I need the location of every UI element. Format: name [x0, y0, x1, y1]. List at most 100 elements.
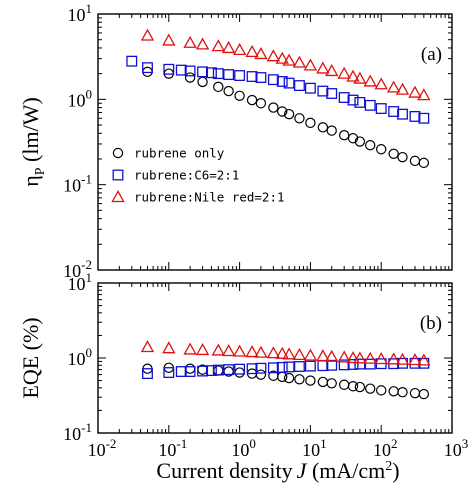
point-b-0-4 — [213, 365, 224, 376]
point-b-2-19 — [363, 351, 377, 364]
point-b-1-4 — [197, 365, 209, 377]
x-axis-title-variable: J — [297, 458, 308, 483]
point-a-0-12 — [294, 113, 305, 124]
legend: rubrene only rubrene:C6=2:1 rubrene:Nile r… — [111, 146, 285, 205]
point-b-2-2 — [183, 342, 197, 355]
point-b-0-19 — [365, 383, 376, 394]
point-a-2-16 — [337, 66, 351, 79]
point-a-2-24 — [417, 88, 431, 101]
legend-marker-1 — [112, 169, 124, 181]
point-a-1-1 — [142, 62, 153, 74]
point-a-2-17 — [346, 69, 360, 82]
series-b-1 — [142, 357, 430, 380]
point-b-1-13 — [283, 361, 295, 373]
point-b-1-19 — [347, 359, 359, 370]
point-a-2-13 — [303, 58, 318, 71]
point-b-1-5 — [205, 365, 217, 377]
point-b-2-9 — [266, 346, 281, 359]
point-a-2-10 — [275, 51, 289, 64]
point-a-2-11 — [282, 53, 296, 66]
point-a-2-0 — [140, 28, 155, 41]
point-b-0-17 — [347, 381, 359, 392]
point-a-1-22 — [364, 99, 376, 111]
point-a-1-24 — [388, 106, 400, 117]
point-b-2-22 — [395, 352, 410, 365]
point-b-2-11 — [282, 347, 296, 360]
point-a-0-15 — [326, 125, 337, 136]
x-tick-label-2-base: 10 — [231, 440, 249, 460]
y-tick-label-b-2: 101 — [68, 270, 93, 294]
point-a-2-15 — [325, 64, 339, 77]
point-a-0-18 — [354, 136, 366, 147]
point-a-0-20 — [376, 144, 387, 155]
point-a-2-20 — [374, 77, 388, 90]
x-tick-label-3: 101 — [302, 436, 327, 460]
point-b-1-16 — [317, 360, 329, 372]
point-a-0-14 — [317, 122, 329, 133]
y-tick-label-b-1-base: 10 — [68, 349, 86, 369]
x-tick-label-4: 102 — [373, 436, 398, 460]
y-tick-label-a-0-base: 10 — [63, 261, 81, 281]
point-a-1-16 — [304, 82, 316, 94]
point-a-1-20 — [347, 94, 359, 106]
y-tick-label-a-1-exp: -1 — [81, 172, 92, 187]
legend-label-0: rubrene only — [134, 146, 225, 161]
y-tick-label-a-3-exp: 1 — [86, 1, 93, 16]
legend-marker-0 — [112, 147, 124, 159]
point-b-2-3 — [195, 343, 210, 356]
point-b-1-20 — [354, 358, 366, 370]
point-b-2-24 — [417, 353, 431, 366]
series-b-2 — [140, 340, 431, 366]
point-b-0-16 — [338, 379, 350, 390]
x-tick-label-4-exp: 2 — [391, 436, 398, 451]
x-axis-title: Current density J (mA/cm2) — [156, 458, 399, 483]
point-a-2-1 — [162, 33, 176, 46]
y-tick-label-b-2-exp: 1 — [86, 270, 93, 285]
y-tick-label-b-0: 10-1 — [63, 420, 92, 444]
point-a-1-2 — [163, 63, 175, 75]
point-a-1-5 — [197, 66, 209, 78]
x-axis: 10-2 10-1 100 101 102 103 — [88, 436, 469, 460]
point-b-0-12 — [294, 374, 305, 385]
y-tick-label-b-1: 100 — [68, 345, 93, 369]
legend-marker-2 — [111, 190, 125, 203]
point-b-2-5 — [221, 344, 236, 357]
point-a-1-10 — [246, 71, 258, 82]
point-a-0-16 — [338, 129, 350, 141]
x-tick-label-1-exp: -1 — [176, 436, 187, 451]
x-tick-label-4-base: 10 — [373, 440, 391, 460]
point-b-2-13 — [303, 348, 318, 361]
point-b-1-12 — [276, 361, 288, 373]
point-a-1-23 — [375, 103, 387, 114]
y-axis-title-a: ηP (lm/W) — [18, 97, 48, 187]
point-b-2-16 — [337, 350, 351, 363]
x-axis-title-units-sup: 2 — [385, 459, 392, 474]
point-a-1-15 — [293, 80, 305, 92]
point-b-1-7 — [223, 364, 235, 376]
point-b-2-21 — [386, 352, 401, 365]
point-a-0-22 — [397, 151, 408, 163]
x-axis-title-units-close: ) — [392, 458, 399, 483]
point-b-2-20 — [374, 352, 388, 365]
point-b-1-11 — [267, 362, 279, 374]
point-a-0-10 — [277, 106, 288, 117]
point-a-1-17 — [317, 85, 329, 97]
point-b-1-8 — [234, 363, 246, 375]
point-b-0-6 — [234, 367, 245, 378]
point-a-1-4 — [184, 65, 196, 77]
point-b-0-11 — [283, 372, 295, 384]
point-a-2-12 — [292, 55, 307, 68]
x-tick-label-0-base: 10 — [88, 440, 106, 460]
point-b-1-14 — [293, 361, 305, 372]
point-a-0-3 — [197, 76, 208, 88]
y-axis-title-a-subscript: P — [33, 167, 48, 175]
y-tick-label-b-0-exp: -1 — [81, 420, 92, 435]
point-b-2-8 — [254, 345, 268, 358]
y-tick-label-a-3: 101 — [68, 1, 93, 25]
series-a-2 — [140, 28, 431, 101]
y-axis-title-b: EQE (%) — [18, 317, 43, 398]
point-a-2-5 — [221, 41, 236, 54]
y-tick-label-a-1: 10-1 — [63, 172, 92, 196]
point-a-1-18 — [326, 88, 338, 99]
